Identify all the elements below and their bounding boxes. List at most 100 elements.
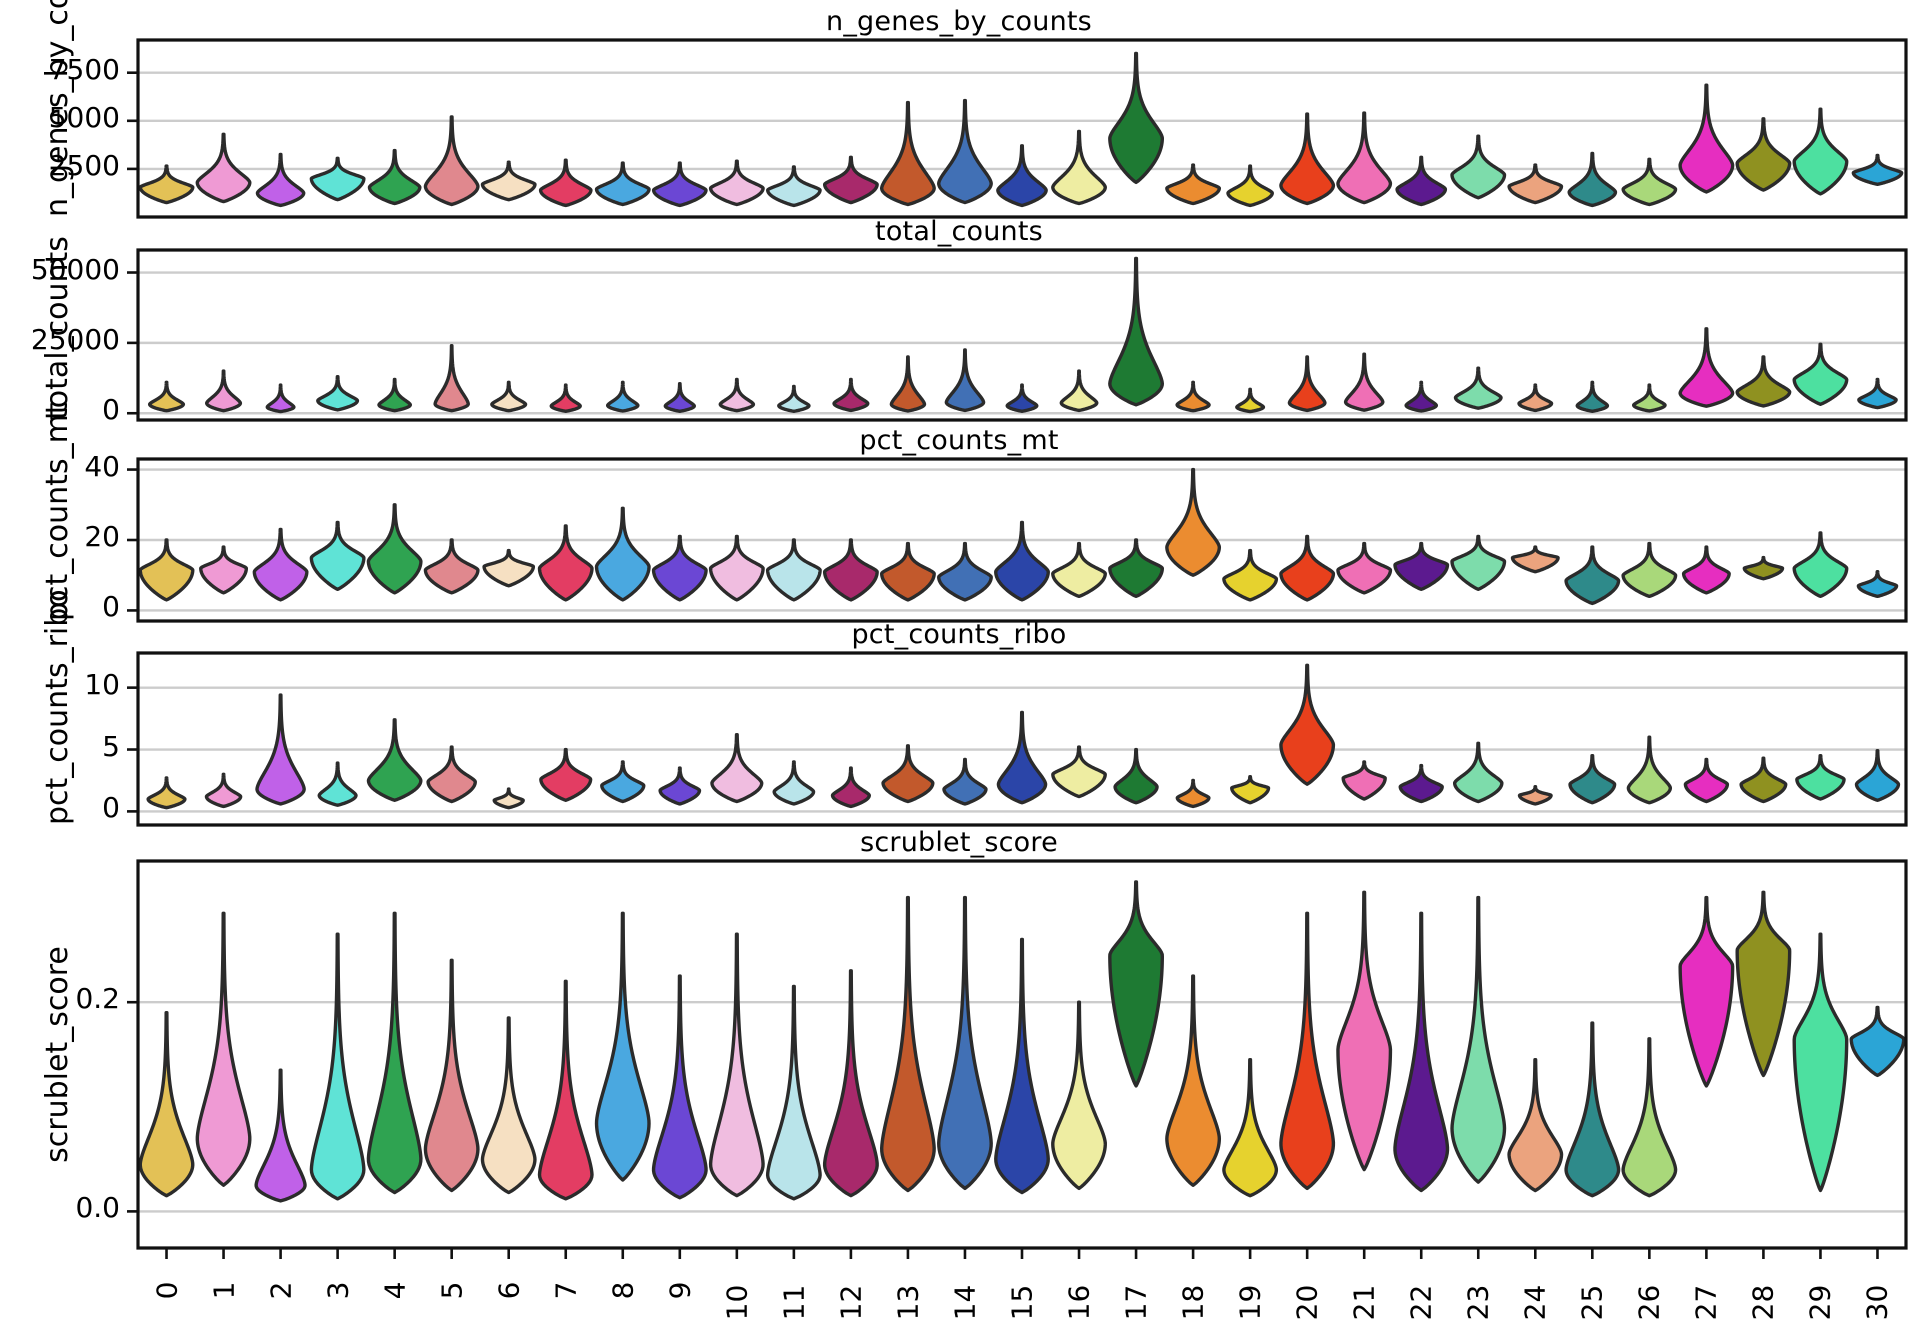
- violin-body: [1051, 129, 1107, 206]
- violin-body: [765, 984, 822, 1201]
- y-tick-label: 0: [102, 393, 120, 427]
- violin-body: [147, 380, 186, 413]
- x-tick-label-13: 13: [891, 1284, 925, 1321]
- violin-body: [1175, 778, 1211, 809]
- axis-frame: [136, 651, 1908, 827]
- violin-body: [1849, 1005, 1906, 1078]
- violin-body: [1567, 151, 1618, 208]
- violin-body: [1735, 355, 1792, 408]
- violin-body: [1341, 760, 1387, 801]
- violin-body: [1336, 111, 1393, 205]
- x-tick-label-18: 18: [1176, 1284, 1210, 1321]
- panel-title: scrublet_score: [860, 827, 1058, 858]
- x-tick-label-14: 14: [948, 1284, 982, 1321]
- violin-body: [549, 383, 582, 413]
- violin-body: [1108, 51, 1164, 185]
- violin-body: [195, 132, 252, 204]
- y-tick-label: 0: [102, 791, 120, 825]
- y-tick-label: 0.2: [75, 982, 120, 1016]
- violin-body: [1165, 467, 1222, 577]
- x-tick-label-17: 17: [1119, 1284, 1153, 1321]
- x-tick-label-24: 24: [1518, 1284, 1552, 1321]
- violin-body: [1678, 895, 1735, 1088]
- violin-body: [1568, 754, 1617, 805]
- violin-body: [252, 527, 309, 602]
- y-axis-label: scrublet_score: [40, 946, 75, 1163]
- violin-body: [832, 377, 870, 413]
- violin-body: [708, 932, 765, 1198]
- violin-body: [942, 757, 988, 806]
- x-tick-label-25: 25: [1575, 1284, 1609, 1321]
- violin-body: [366, 911, 423, 1195]
- violin-body: [708, 534, 765, 602]
- violin-body: [881, 744, 935, 804]
- violin-body: [1450, 534, 1507, 591]
- violin-body: [138, 538, 195, 602]
- violin-body: [1742, 555, 1785, 581]
- axis-frame: [136, 457, 1908, 623]
- violin-body: [1230, 775, 1271, 805]
- violin-body: [316, 374, 360, 412]
- violin-body: [710, 732, 764, 804]
- violin-body: [539, 747, 593, 802]
- y-tick-label: 0: [102, 590, 120, 624]
- violin-body: [1279, 663, 1336, 786]
- violin-body: [1336, 890, 1393, 1172]
- violin-body: [433, 344, 470, 413]
- x-tick-label-28: 28: [1746, 1284, 1780, 1321]
- axis-frame: [136, 248, 1908, 422]
- x-tick-label-10: 10: [720, 1284, 754, 1321]
- violin-body: [377, 377, 413, 413]
- violin-body: [138, 1010, 195, 1198]
- x-tick-label-15: 15: [1005, 1284, 1039, 1321]
- violin-body: [1222, 1058, 1279, 1198]
- x-tick-label-22: 22: [1404, 1284, 1438, 1321]
- violin-body: [254, 1068, 307, 1203]
- violin-body: [880, 100, 936, 207]
- violin-body: [1051, 541, 1107, 599]
- violin-body: [594, 911, 651, 1182]
- violin-body: [1404, 380, 1438, 413]
- x-tick-label-12: 12: [834, 1284, 868, 1321]
- x-tick-label-21: 21: [1347, 1284, 1381, 1321]
- panel-title: n_genes_by_counts: [826, 6, 1092, 37]
- violin-body: [1792, 107, 1849, 196]
- violin-body: [880, 895, 936, 1193]
- violin-body: [1393, 541, 1450, 591]
- violin-body: [1051, 745, 1107, 799]
- violin-body: [937, 98, 993, 205]
- violin-body: [1222, 548, 1279, 602]
- violin-body: [1452, 741, 1504, 804]
- violin-body: [1113, 747, 1159, 805]
- violin-body: [205, 369, 243, 413]
- x-tick-label-4: 4: [378, 1281, 412, 1300]
- violin-body: [1564, 545, 1621, 606]
- violin-body: [1395, 155, 1448, 207]
- violin-body: [766, 165, 822, 208]
- violin-body: [1792, 531, 1849, 599]
- y-tick-label: 2500: [48, 148, 120, 182]
- panel-title: pct_counts_ribo: [851, 619, 1067, 650]
- violin-body: [1398, 763, 1444, 804]
- violin-body: [1683, 757, 1730, 804]
- violin-body: [537, 524, 594, 602]
- x-tick-label-29: 29: [1803, 1284, 1837, 1321]
- x-tick-label-16: 16: [1062, 1284, 1096, 1321]
- violin-body: [317, 761, 358, 807]
- violin-body: [1279, 534, 1336, 602]
- x-tick-label-8: 8: [606, 1281, 640, 1300]
- violin-body: [480, 160, 537, 202]
- violin-body: [1621, 1037, 1678, 1198]
- violin-body: [1059, 369, 1099, 413]
- y-tick-label: 25000: [30, 322, 120, 356]
- violin-body: [309, 156, 366, 202]
- panel-title: total_counts: [875, 216, 1043, 247]
- violin-body: [366, 503, 423, 595]
- violin-body: [1235, 387, 1266, 414]
